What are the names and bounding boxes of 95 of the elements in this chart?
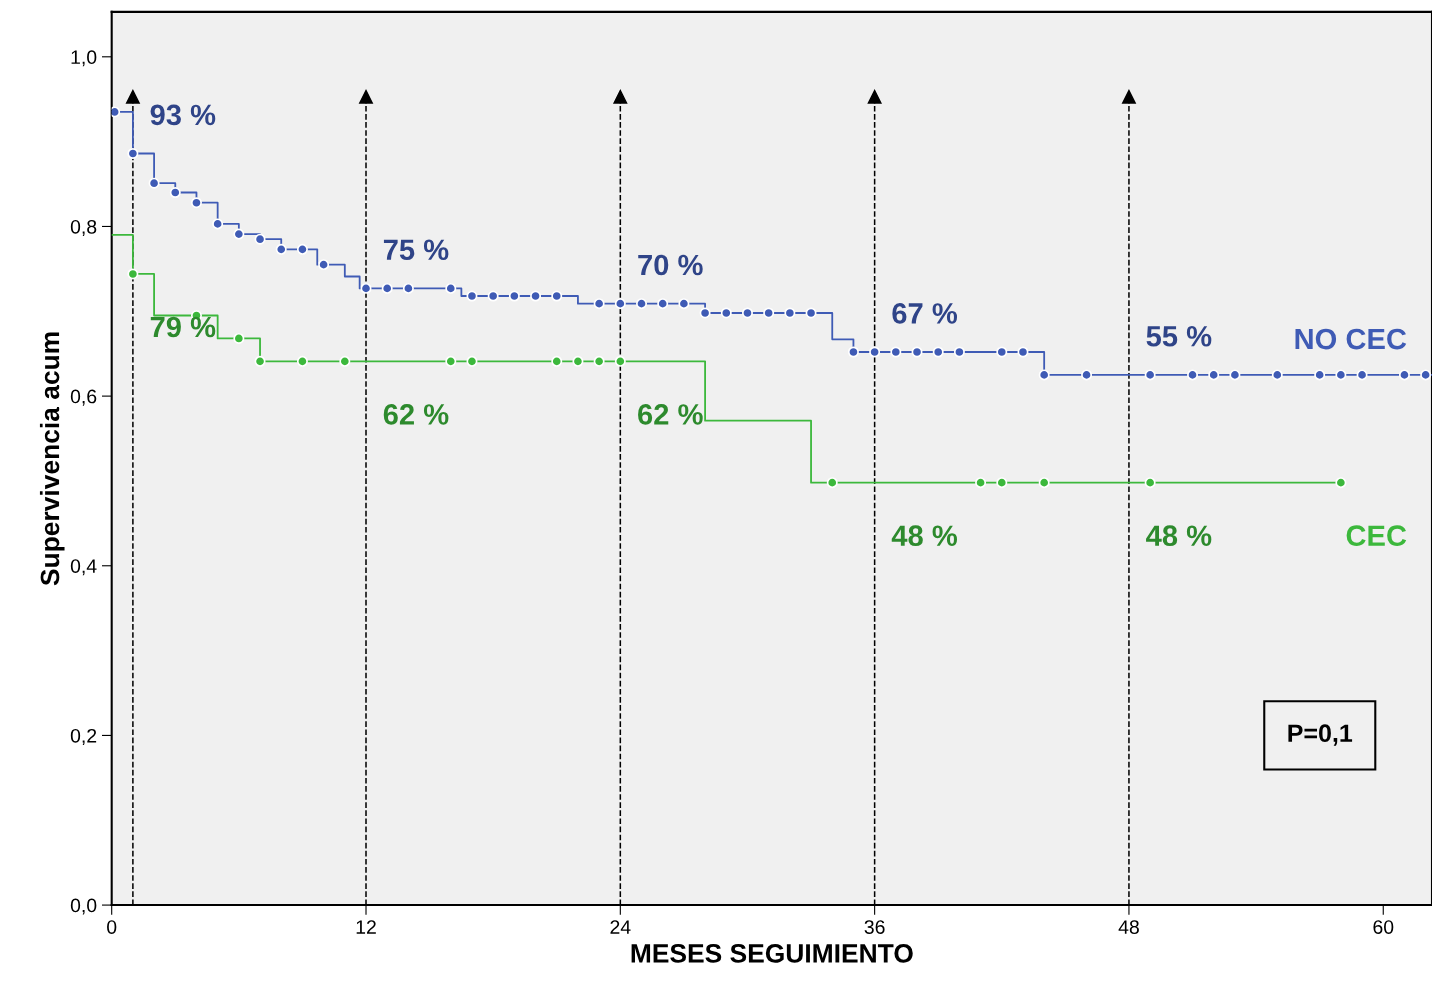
point	[953, 346, 965, 358]
point	[614, 298, 626, 310]
point	[847, 346, 859, 358]
point	[233, 228, 245, 240]
y-tick-label: 0,0	[70, 898, 97, 915]
point	[890, 346, 902, 358]
point	[572, 355, 584, 367]
point	[318, 259, 330, 271]
x-tick-label: 0	[107, 920, 117, 934]
annotation: P=0,1	[1288, 724, 1353, 746]
x-tick-label: 24	[610, 920, 631, 934]
point	[869, 346, 881, 358]
point	[445, 282, 457, 294]
point	[720, 307, 732, 319]
point	[975, 477, 987, 489]
point	[381, 282, 393, 294]
point	[805, 307, 817, 319]
y-tick-label: 1,0	[71, 50, 97, 67]
series-label: NO CEC	[1295, 328, 1407, 350]
y-tick-label: 0,6	[70, 389, 97, 406]
point	[1398, 369, 1410, 381]
point	[636, 298, 648, 310]
point	[1314, 369, 1326, 381]
annotation: 55 %	[1146, 326, 1212, 347]
point	[826, 477, 838, 489]
point	[127, 148, 139, 159]
x-tick-label: 36	[864, 920, 885, 934]
point	[593, 355, 605, 367]
point	[360, 282, 372, 294]
point	[551, 290, 563, 302]
point	[487, 290, 499, 302]
point	[657, 298, 669, 310]
x-tick-label: 48	[1118, 920, 1139, 934]
series-label: CEC	[1346, 525, 1407, 547]
point	[402, 282, 414, 294]
annotation: 62 %	[383, 404, 449, 425]
point	[1144, 477, 1156, 489]
point	[275, 243, 287, 255]
point	[1081, 369, 1093, 381]
annotation: 67 %	[892, 303, 958, 324]
point	[614, 355, 626, 367]
point	[1356, 369, 1368, 381]
y-tick-label: 0,2	[70, 728, 97, 745]
point	[551, 355, 563, 367]
point	[530, 290, 542, 302]
point	[1420, 369, 1432, 381]
y-tick-label: 0,4	[70, 559, 97, 576]
point	[678, 298, 690, 310]
point	[111, 106, 121, 118]
point	[466, 355, 478, 367]
point	[1144, 369, 1156, 381]
annotation: 70 %	[638, 254, 703, 276]
point	[296, 243, 308, 255]
annotation: 48 %	[1146, 525, 1212, 547]
annotation: 79 %	[150, 316, 216, 338]
point	[148, 177, 160, 189]
point	[169, 187, 181, 199]
point	[254, 233, 266, 245]
point	[699, 307, 711, 319]
point	[911, 346, 923, 358]
annotation: 48 %	[891, 525, 958, 547]
point	[1208, 369, 1220, 381]
point	[1038, 369, 1050, 381]
point	[466, 290, 478, 302]
annotation: 93 %	[150, 104, 216, 126]
point	[254, 355, 266, 367]
point	[1335, 369, 1347, 381]
point	[190, 197, 202, 209]
y-tick-label: 0,8	[70, 219, 97, 236]
point	[593, 298, 605, 310]
point	[1017, 346, 1029, 358]
annotation: 75 %	[383, 239, 449, 261]
annotation: 62 %	[638, 404, 703, 425]
point	[296, 355, 308, 367]
point	[339, 355, 351, 367]
point	[996, 477, 1008, 489]
point	[1335, 477, 1347, 489]
point	[1038, 477, 1050, 489]
point	[508, 290, 520, 302]
point	[996, 346, 1008, 358]
point	[127, 268, 139, 280]
point	[212, 218, 224, 230]
point	[1229, 369, 1241, 381]
x-axis-title: MESES SEGUIMIENTO	[631, 944, 913, 963]
point	[445, 355, 457, 367]
point	[932, 346, 944, 358]
point	[1187, 369, 1199, 381]
point	[1271, 369, 1283, 381]
point	[763, 307, 775, 319]
point	[233, 332, 245, 344]
x-tick-label: 60	[1373, 920, 1394, 934]
y-axis-title: Supervivencia acum	[39, 332, 65, 586]
x-tick-label: 12	[356, 920, 376, 934]
point	[784, 307, 796, 319]
point	[741, 307, 753, 319]
